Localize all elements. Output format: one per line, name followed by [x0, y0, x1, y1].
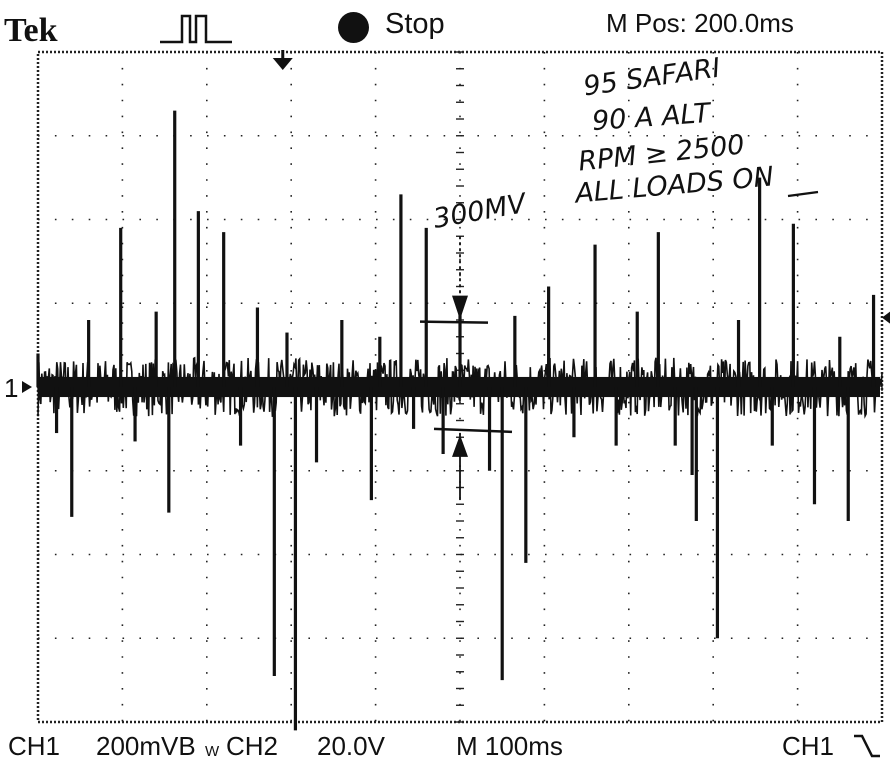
measurement-arrow-up-head [452, 434, 468, 457]
bandwidth-limit-mark: W [205, 743, 220, 760]
brand-logo: Tek [4, 12, 58, 49]
ch1-ground-arrow [22, 381, 32, 393]
measurement-arrow-down-head [452, 295, 468, 320]
annotation-line-2: 90 A ALT [591, 97, 712, 138]
trigger-position-marker [272, 58, 293, 70]
ch1-noise-trace [37, 355, 883, 419]
ch2-scale: 20.0V [317, 731, 385, 761]
ch1-scale: 200mVB [96, 731, 196, 761]
falling-edge-icon [854, 734, 880, 758]
trigger-source: CH1 [782, 731, 835, 761]
annotation-underline [787, 190, 819, 198]
ch1-ground-marker: 1 [4, 373, 18, 403]
run-status-indicator [338, 12, 369, 43]
trigger-level-marker [882, 311, 890, 324]
horizontal-position-readout: M Pos: 200.0ms [606, 8, 794, 38]
run-status: Stop [385, 8, 445, 40]
ch1-label: CH1 [8, 731, 61, 761]
measurement-top-line [419, 320, 489, 324]
pulse-waveform-icon [160, 14, 232, 44]
ch2-label: CH2 [226, 731, 279, 761]
timebase-readout: M 100ms [456, 731, 563, 761]
measurement-bottom-line [433, 427, 513, 434]
